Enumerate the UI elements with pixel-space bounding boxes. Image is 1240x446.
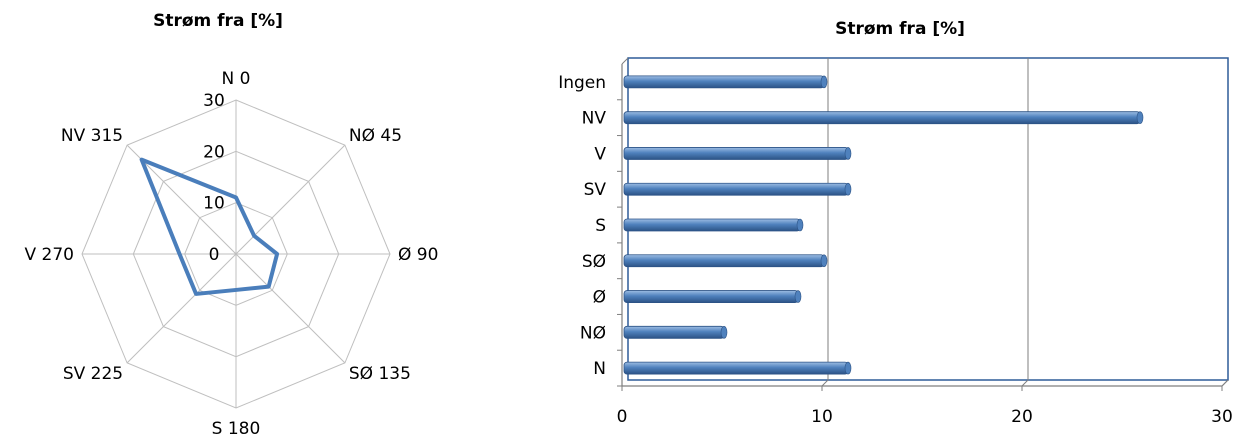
bar-cap [1136, 111, 1144, 124]
category-label: SV [584, 180, 607, 200]
radar-tick-label: 10 [203, 194, 225, 214]
radar-tick-label: 30 [203, 91, 225, 111]
bar-cap [796, 218, 804, 232]
x-tick-label: 10 [811, 407, 833, 427]
x-tick-label: 20 [1011, 407, 1033, 427]
bar-title: Strøm fra [%] [835, 19, 965, 39]
bar [623, 75, 825, 89]
bar [623, 182, 849, 196]
radar-axis-label: S 180 [212, 419, 261, 439]
axis-frame-edge [621, 57, 629, 65]
bar [623, 111, 1141, 125]
bar-cap [844, 361, 852, 375]
category-label: Ingen [558, 73, 606, 93]
category-label: Ø [593, 288, 606, 308]
radar-rticks: 0 10 20 30 [203, 91, 225, 265]
radar-axis-label: V 270 [25, 245, 74, 265]
radar-axis-label: N 0 [222, 69, 251, 89]
category-label: V [594, 144, 606, 164]
x-tick-labels: 0 10 20 30 [617, 407, 1233, 427]
category-label: N [593, 359, 606, 379]
gridline-floor [1021, 379, 1029, 387]
radar-series [139, 157, 280, 296]
bar [623, 254, 825, 268]
bar-cap [820, 75, 828, 89]
radar-axis-labels: N 0 NØ 45 Ø 90 SØ 135 S 180 SV 225 V 270 NV 315 [25, 69, 439, 439]
category-labels: N NØ Ø SØ S SV V NV Ingen [558, 73, 622, 387]
bar-cap [820, 254, 828, 268]
category-label: S [595, 216, 606, 236]
category-label: NØ [580, 323, 606, 343]
category-label: SØ [582, 252, 606, 272]
bar-series [623, 75, 1144, 375]
radar-spoke [235, 253, 346, 364]
bar-cap [720, 326, 728, 339]
radar-axis-label: SØ 135 [349, 364, 411, 384]
category-label: NV [582, 109, 607, 129]
bar-cap [794, 290, 802, 303]
bar [623, 290, 799, 303]
radar-spoke [126, 144, 237, 255]
radar-axis-label: NØ 45 [349, 126, 402, 146]
bar [623, 325, 725, 339]
radar-axis-label: SV 225 [63, 364, 123, 384]
radar-grid [81, 99, 391, 409]
bar [623, 361, 849, 375]
axis-frame [621, 64, 1229, 387]
x-tick-label: 0 [617, 407, 628, 427]
radar-spoke [235, 144, 346, 255]
bar-cap [844, 182, 852, 196]
radar-chart: Strøm fra [%] 0 10 20 30 N 0 NØ 45 Ø 90 SØ 135… [25, 11, 439, 439]
bar [623, 147, 849, 160]
bar-cap [844, 147, 852, 160]
bar-chart: Strøm fra [%] N NØ Ø SØ S SV V NV Ingen 0 10 20 30 [558, 19, 1233, 427]
radar-axis-label: Ø 90 [398, 245, 438, 265]
radar-title: Strøm fra [%] [153, 11, 283, 31]
bar [623, 218, 801, 232]
radar-spoke [126, 253, 237, 364]
radar-axis-label: NV 315 [61, 126, 123, 146]
radar-tick-label: 0 [209, 245, 220, 265]
gridline-floor [821, 379, 829, 387]
radar-tick-label: 20 [203, 142, 225, 162]
x-tick-label: 30 [1211, 407, 1233, 427]
radar-series-line [139, 157, 280, 296]
